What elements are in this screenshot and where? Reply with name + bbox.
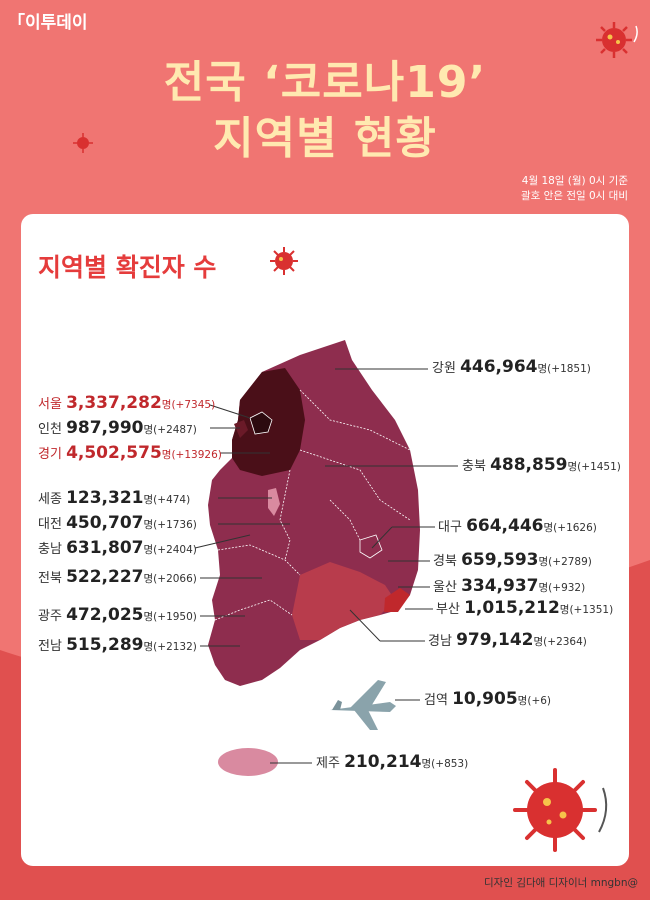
label-jeonnam: 전남 515,289명(+2132) (38, 635, 197, 655)
virus-icon (73, 133, 93, 153)
virus-icon (513, 768, 608, 852)
map-region-seoul (249, 411, 273, 435)
map-region-daegu (359, 534, 383, 559)
date-note-line1: 4월 18일 (월) 0시 기준 (521, 175, 628, 187)
label-gangwon: 강원 446,964명(+1851) (432, 357, 591, 377)
label-gwangju: 광주 472,025명(+1950) (38, 605, 197, 625)
map-region-jeju (218, 748, 278, 776)
label-gyeongbuk: 경북 659,593명(+2789) (433, 550, 592, 570)
label-seoul: 서울 3,337,282명(+7345) (38, 393, 216, 413)
page-title-line2: 지역별 현황 (213, 113, 437, 164)
label-chungbuk: 충북 488,859명(+1451) (462, 455, 621, 475)
virus-icon (596, 22, 638, 58)
label-incheon: 인천 987,990명(+2487) (38, 418, 197, 438)
date-note: 4월 18일 (월) 0시 기준 괄호 안은 전일 0시 대비 (521, 174, 628, 204)
map-region-incheon (234, 420, 248, 438)
label-quarantine: 검역 10,905명(+6) (424, 689, 552, 709)
label-chungnam: 충남 631,807명(+2404) (38, 538, 197, 558)
date-note-line2: 괄호 안은 전일 0시 대비 (521, 190, 628, 202)
credit: 디자인 김다애 디자이너 mngbn@ (484, 877, 638, 889)
virus-icon (270, 247, 298, 275)
label-jeju: 제주 210,214명(+853) (316, 752, 469, 772)
page-title-line1: 전국 ‘코로나19’ (163, 57, 487, 108)
section-title: 지역별 확진자 수 (38, 253, 217, 282)
map-region-sejong (268, 488, 280, 516)
label-gyeongnam: 경남 979,142명(+2364) (428, 630, 587, 650)
map-region-gyeongnam (292, 562, 395, 640)
label-daegu: 대구 664,446명(+1626) (438, 516, 597, 536)
brand-logo: 「이투데이 (8, 13, 88, 33)
label-busan: 부산 1,015,212명(+1351) (436, 598, 614, 618)
label-gyeonggi: 경기 4,502,575명(+13926) (38, 443, 222, 463)
label-daejeon: 대전 450,707명(+1736) (38, 513, 197, 533)
airplane-icon (330, 680, 396, 730)
label-jeonbuk: 전북 522,227명(+2066) (38, 567, 197, 587)
map-region-busan (384, 588, 410, 612)
label-sejong: 세종 123,321명(+474) (38, 488, 191, 508)
label-ulsan: 울산 334,937명(+932) (433, 576, 586, 596)
